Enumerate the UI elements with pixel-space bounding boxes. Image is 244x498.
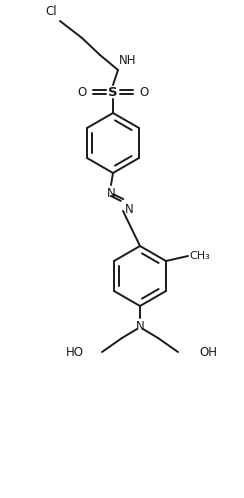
Text: O: O [78, 86, 87, 99]
Text: HO: HO [66, 346, 84, 359]
Text: O: O [139, 86, 148, 99]
Text: N: N [136, 320, 144, 333]
Text: N: N [125, 203, 134, 216]
Text: NH: NH [119, 54, 136, 67]
Text: N: N [107, 187, 115, 200]
Text: S: S [108, 86, 118, 99]
Text: CH₃: CH₃ [189, 251, 210, 261]
Text: Cl: Cl [45, 5, 57, 18]
Text: OH: OH [199, 346, 217, 359]
